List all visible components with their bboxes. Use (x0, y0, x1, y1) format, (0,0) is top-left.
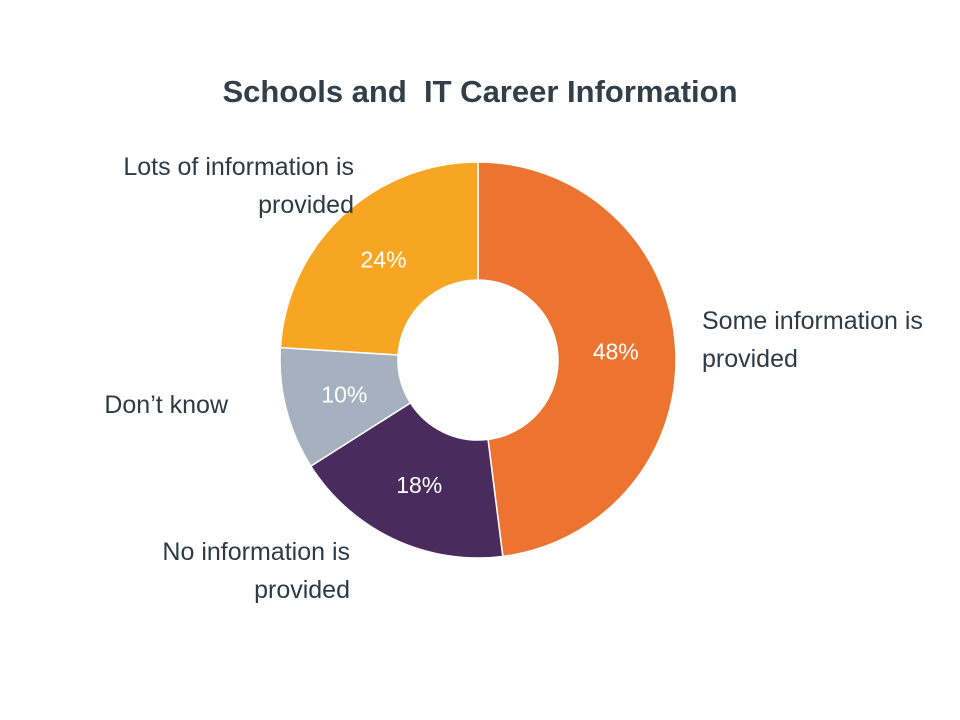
percentage-labels: 48% 18% 10% 24% (321, 246, 638, 497)
slice-label-lots-of-information: Lots of information is provided (123, 153, 354, 219)
slice-lots-of-information (279, 161, 479, 356)
slice-no-information (309, 401, 504, 559)
pct-label-lots-of-information: 24% (361, 246, 407, 272)
pct-label-dont-know: 10% (321, 381, 367, 407)
slice-some-information (477, 161, 677, 558)
slice-label-dont-know: Don’t know (104, 391, 228, 419)
pct-label-some-information: 48% (593, 338, 639, 364)
slice-label-some-information: Some information is provided (702, 307, 923, 373)
donut-slices (279, 161, 677, 559)
chart-title: Schools and IT Career Information (222, 74, 738, 109)
pct-label-no-information: 18% (396, 472, 442, 498)
slice-label-no-information: No information is provided (162, 538, 350, 604)
